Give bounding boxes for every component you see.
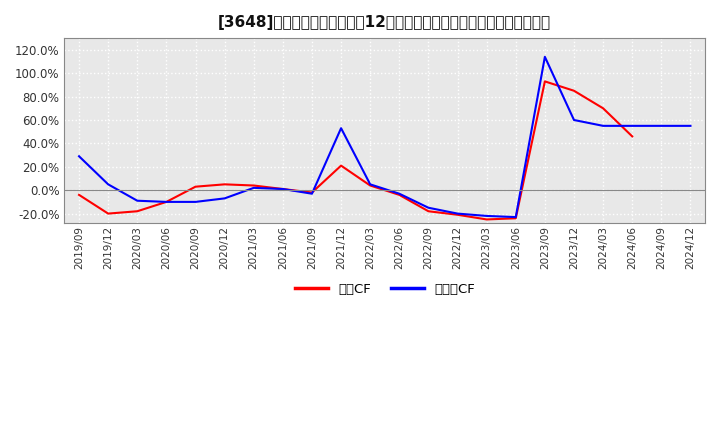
フリーCF: [307, 191, 316, 196]
営業CF: [599, 106, 608, 111]
営業CF: [307, 190, 316, 195]
営業CF: [366, 183, 374, 188]
営業CF: [511, 216, 520, 221]
フリーCF: [162, 199, 171, 205]
営業CF: [453, 212, 462, 217]
営業CF: [541, 79, 549, 84]
フリーCF: [133, 198, 142, 203]
営業CF: [279, 187, 287, 192]
Legend: 営業CF, フリーCF: 営業CF, フリーCF: [289, 278, 480, 301]
営業CF: [424, 209, 433, 214]
フリーCF: [570, 117, 578, 123]
営業CF: [75, 192, 84, 198]
フリーCF: [192, 199, 200, 205]
営業CF: [133, 209, 142, 214]
フリーCF: [395, 191, 404, 196]
フリーCF: [366, 182, 374, 187]
フリーCF: [482, 213, 491, 219]
フリーCF: [279, 187, 287, 192]
フリーCF: [337, 125, 346, 131]
フリーCF: [511, 214, 520, 220]
フリーCF: [424, 205, 433, 210]
営業CF: [628, 134, 636, 139]
フリーCF: [599, 123, 608, 128]
営業CF: [570, 88, 578, 93]
フリーCF: [541, 54, 549, 59]
営業CF: [162, 199, 171, 205]
営業CF: [395, 192, 404, 198]
フリーCF: [75, 154, 84, 159]
営業CF: [104, 211, 112, 216]
フリーCF: [657, 123, 666, 128]
フリーCF: [104, 182, 112, 187]
フリーCF: [628, 123, 636, 128]
営業CF: [337, 163, 346, 168]
フリーCF: [220, 196, 229, 201]
フリーCF: [249, 185, 258, 191]
フリーCF: [686, 123, 695, 128]
Title: [3648]　キャッシュフローの12か月移動合計の対前年同期増減率の推移: [3648] キャッシュフローの12か月移動合計の対前年同期増減率の推移: [218, 15, 552, 30]
営業CF: [482, 217, 491, 222]
営業CF: [220, 182, 229, 187]
フリーCF: [453, 211, 462, 216]
Line: 営業CF: 営業CF: [79, 81, 632, 220]
営業CF: [249, 183, 258, 188]
営業CF: [192, 184, 200, 189]
Line: フリーCF: フリーCF: [79, 57, 690, 217]
